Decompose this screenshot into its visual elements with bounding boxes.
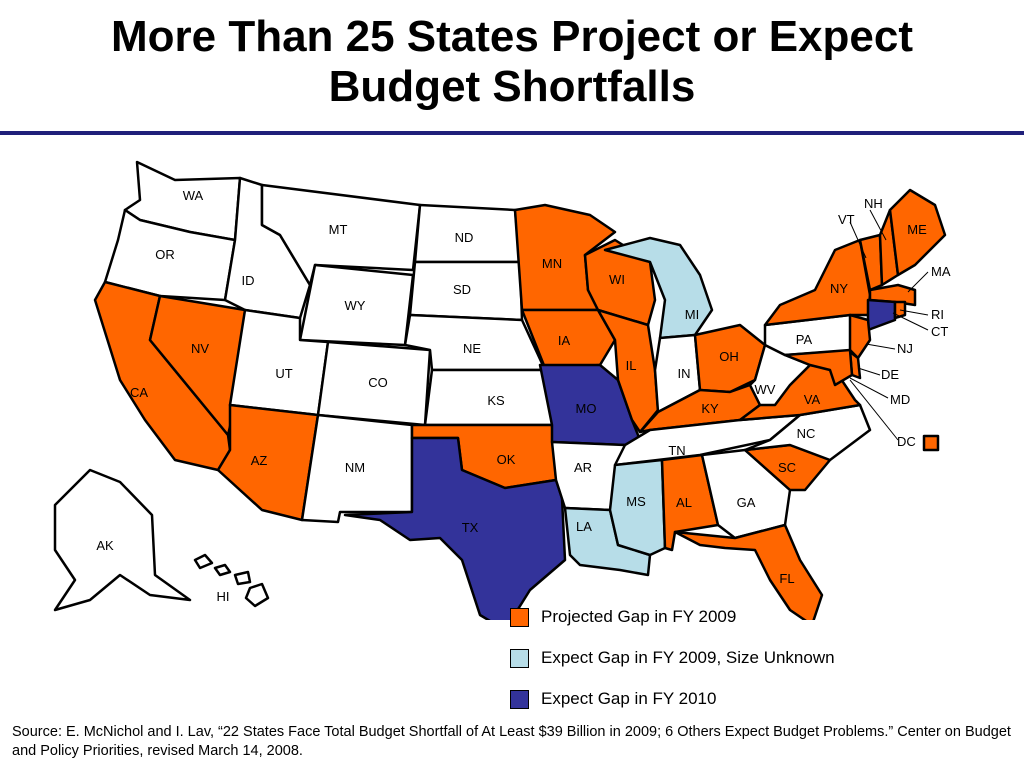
label-RI: RI	[931, 307, 944, 322]
label-KS: KS	[487, 393, 505, 408]
label-FL: FL	[779, 571, 794, 586]
label-DE: DE	[881, 367, 899, 382]
state-MD	[783, 348, 854, 387]
state-MI	[603, 236, 714, 340]
label-MS: MS	[626, 494, 646, 509]
label-CO: CO	[368, 375, 388, 390]
legend-label: Expect Gap in FY 2010	[541, 689, 717, 708]
label-TN: TN	[668, 443, 685, 458]
source-note: Source: E. McNichol and I. Lav, “22 Stat…	[12, 724, 1011, 759]
label-AR: AR	[574, 460, 592, 475]
legend-label: Expect Gap in FY 2009, Size Unknown	[541, 648, 835, 667]
label-AK: AK	[96, 538, 114, 553]
label-ID: ID	[242, 273, 255, 288]
label-VT: VT	[838, 212, 855, 227]
label-AL: AL	[676, 495, 692, 510]
label-WA: WA	[183, 188, 204, 203]
title-line-2: Budget Shortfalls	[328, 62, 696, 111]
state-AK	[53, 468, 192, 612]
label-NV: NV	[191, 341, 209, 356]
label-IA: IA	[558, 333, 571, 348]
label-MA: MA	[931, 264, 951, 279]
legend-swatch	[510, 648, 529, 668]
label-CT: CT	[931, 324, 948, 339]
state-HI	[213, 563, 232, 577]
label-NC: NC	[797, 426, 816, 441]
label-HI: HI	[217, 589, 230, 604]
map-legend: Projected Gap in FY 2009 Expect Gap in F…	[510, 607, 835, 730]
label-OR: OR	[155, 247, 175, 262]
state-HI	[244, 582, 270, 608]
state-NY	[763, 238, 872, 327]
legend-item: Expect Gap in FY 2010	[510, 689, 835, 709]
state-WI	[583, 238, 657, 327]
label-NH: NH	[864, 196, 883, 211]
legend-item: Expect Gap in FY 2009, Size Unknown	[510, 648, 835, 668]
state-HI	[233, 570, 252, 586]
label-MD: MD	[890, 392, 910, 407]
label-MI: MI	[685, 307, 699, 322]
legend-swatch	[510, 689, 529, 709]
state-ME	[888, 188, 947, 277]
state-NJ	[848, 313, 872, 360]
label-CA: CA	[130, 385, 148, 400]
title-line-1: More Than 25 States Project or Expect	[110, 12, 914, 61]
label-MT: MT	[329, 222, 348, 237]
state-HI	[193, 553, 214, 570]
state-FL	[673, 523, 824, 620]
state-CT	[866, 298, 897, 332]
state-DC-marker	[922, 434, 940, 452]
label-GA: GA	[737, 495, 756, 510]
label-KY: KY	[701, 401, 719, 416]
label-SC: SC	[778, 460, 796, 475]
legend-item: Projected Gap in FY 2009	[510, 607, 835, 627]
label-NM: NM	[345, 460, 365, 475]
label-MN: MN	[542, 256, 562, 271]
label-OH: OH	[719, 349, 739, 364]
label-SD: SD	[453, 282, 471, 297]
label-TX: TX	[462, 520, 479, 535]
label-VA: VA	[804, 392, 821, 407]
label-ME: ME	[907, 222, 927, 237]
title-divider	[0, 131, 1024, 135]
label-NE: NE	[463, 341, 481, 356]
legend-swatch	[510, 607, 529, 627]
label-OK: OK	[497, 452, 516, 467]
label-NJ: NJ	[897, 341, 913, 356]
page-title: More Than 25 States Project or Expect Bu…	[0, 12, 1024, 112]
state-HI-islands	[193, 553, 270, 608]
label-IN: IN	[678, 366, 691, 381]
label-IL: IL	[626, 358, 637, 373]
label-DC: DC	[897, 434, 916, 449]
label-PA: PA	[796, 332, 813, 347]
label-WI: WI	[609, 272, 625, 287]
label-NY: NY	[830, 281, 848, 296]
state-AZ	[216, 403, 320, 522]
label-WV: WV	[755, 382, 776, 397]
us-map: WA OR CA NV ID MT WY UT CO AZ NM ND SD N…	[53, 160, 951, 620]
label-MO: MO	[576, 401, 597, 416]
state-IA	[520, 308, 617, 370]
state-TX	[343, 436, 567, 620]
label-LA: LA	[576, 519, 592, 534]
label-AZ: AZ	[251, 453, 268, 468]
legend-label: Projected Gap in FY 2009	[541, 607, 737, 626]
state-labels: WA OR CA NV ID MT WY UT CO AZ NM ND SD N…	[96, 188, 951, 604]
label-ND: ND	[455, 230, 474, 245]
callout-lines	[849, 209, 929, 441]
label-UT: UT	[275, 366, 292, 381]
label-WY: WY	[345, 298, 366, 313]
